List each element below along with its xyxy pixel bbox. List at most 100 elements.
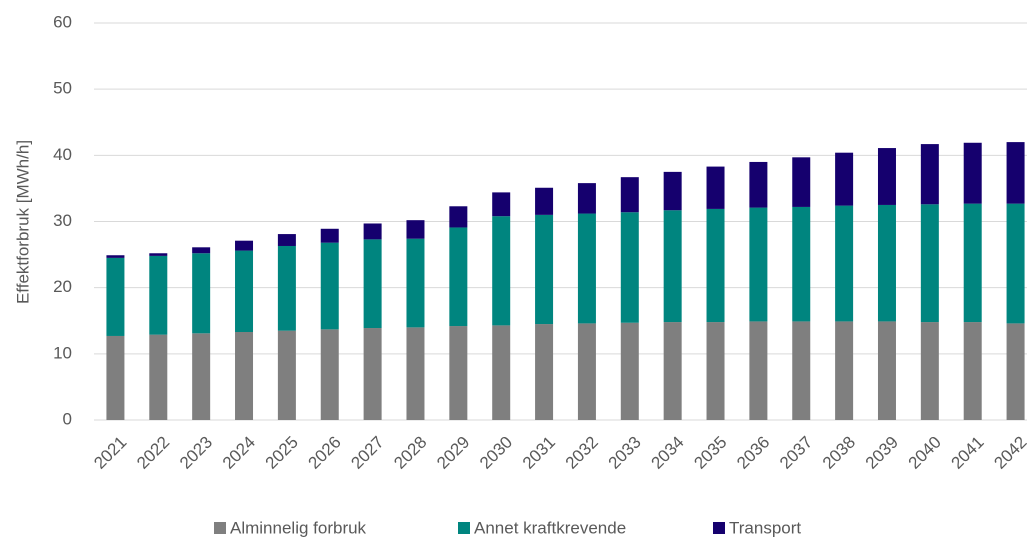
bar-segment: [835, 205, 854, 322]
bar-segment: [235, 331, 254, 420]
bar-segment: [449, 326, 468, 420]
bar-segment: [1006, 142, 1025, 204]
bar-segment: [706, 208, 725, 323]
legend-label: Transport: [729, 518, 801, 537]
x-tick-label: 2039: [862, 433, 902, 473]
legend-swatch: [458, 522, 470, 534]
bar-segment: [320, 228, 339, 243]
y-axis-label: Effektforbruk [MWh/h]: [13, 140, 32, 304]
x-tick-label: 2036: [733, 433, 773, 473]
bar-segment: [577, 183, 596, 214]
y-tick-label: 60: [53, 12, 72, 31]
x-tick-label: 2028: [390, 433, 430, 473]
x-tick-label: 2034: [647, 433, 687, 473]
bar-segment: [277, 330, 296, 420]
bar-segment: [406, 327, 425, 420]
bar-segment: [963, 322, 982, 420]
bar-segment: [749, 321, 768, 420]
bar-segment: [577, 213, 596, 324]
bar-segment: [706, 322, 725, 420]
y-tick-label: 50: [53, 79, 72, 98]
x-tick-label: 2035: [690, 433, 730, 473]
bar-segment: [363, 328, 382, 420]
bar-segment: [663, 322, 682, 420]
y-tick-label: 10: [53, 343, 72, 362]
bar-segment: [406, 220, 425, 239]
x-tick-label: 2032: [562, 433, 602, 473]
legend-swatch: [214, 522, 226, 534]
x-tick-label: 2024: [219, 433, 259, 473]
bar-segment: [192, 333, 211, 420]
bar-segment: [749, 161, 768, 208]
x-tick-label: 2022: [133, 433, 173, 473]
bar-segment: [663, 171, 682, 211]
bar-segment: [535, 187, 554, 215]
y-tick-label: 20: [53, 277, 72, 296]
bar-segment: [320, 329, 339, 420]
x-tick-label: 2031: [519, 433, 559, 473]
bar-segment: [963, 142, 982, 204]
y-tick-label: 30: [53, 211, 72, 230]
x-tick-label: 2027: [347, 433, 387, 473]
x-tick-label: 2030: [476, 433, 516, 473]
bar-segment: [877, 204, 896, 322]
y-tick-label: 0: [63, 409, 72, 428]
bar-segment: [835, 152, 854, 206]
bar-segment: [877, 321, 896, 420]
bar-segment: [363, 223, 382, 240]
x-tick-label: 2038: [819, 433, 859, 473]
x-tick-label: 2021: [90, 433, 130, 473]
bar-segment: [706, 166, 725, 209]
x-tick-label: 2025: [262, 433, 302, 473]
legend-label: Alminnelig forbruk: [230, 518, 367, 537]
x-tick-label: 2026: [305, 433, 345, 473]
x-tick-label: 2037: [776, 433, 816, 473]
bar-segment: [749, 207, 768, 322]
x-tick-label: 2029: [433, 433, 473, 473]
bar-segment: [1006, 323, 1025, 420]
bar-segment: [492, 192, 511, 217]
bar-segment: [320, 242, 339, 330]
bar-segment: [920, 204, 939, 323]
bar-segment: [963, 203, 982, 323]
bar-segment: [492, 325, 511, 420]
bar-segment: [535, 214, 554, 325]
bar-segment: [106, 257, 125, 336]
bar-segment: [920, 322, 939, 420]
bar-segment: [149, 253, 168, 256]
x-tick-label: 2041: [948, 433, 988, 473]
bar-segment: [877, 148, 896, 205]
bar-segment: [363, 239, 382, 329]
bar-segment: [277, 245, 296, 331]
bar-segment: [1006, 203, 1025, 324]
bar-segment: [449, 227, 468, 327]
legend-swatch: [713, 522, 725, 534]
bar-segment: [792, 157, 811, 207]
bar-segment: [235, 250, 254, 332]
y-tick-label: 40: [53, 145, 72, 164]
bar-segment: [535, 324, 554, 420]
bar-segment: [620, 322, 639, 420]
bar-segment: [920, 144, 939, 205]
bar-segment: [620, 212, 639, 323]
bar-segment: [149, 255, 168, 335]
bar-segment: [235, 240, 254, 251]
bar-segment: [106, 335, 125, 420]
bar-segment: [106, 255, 125, 258]
legend-label: Annet kraftkrevende: [474, 518, 626, 537]
bar-segment: [192, 253, 211, 334]
x-tick-label: 2042: [990, 433, 1027, 473]
bar-segment: [835, 321, 854, 420]
bar-segment: [792, 206, 811, 322]
bar-segment: [192, 247, 211, 254]
bar-segment: [277, 234, 296, 246]
bar-segment: [406, 238, 425, 328]
x-tick-label: 2040: [905, 433, 945, 473]
bar-segment: [663, 210, 682, 323]
x-tick-label: 2033: [605, 433, 645, 473]
x-tick-label: 2023: [176, 433, 216, 473]
bar-segment: [620, 177, 639, 213]
bar-segment: [792, 321, 811, 420]
bar-segment: [149, 334, 168, 420]
